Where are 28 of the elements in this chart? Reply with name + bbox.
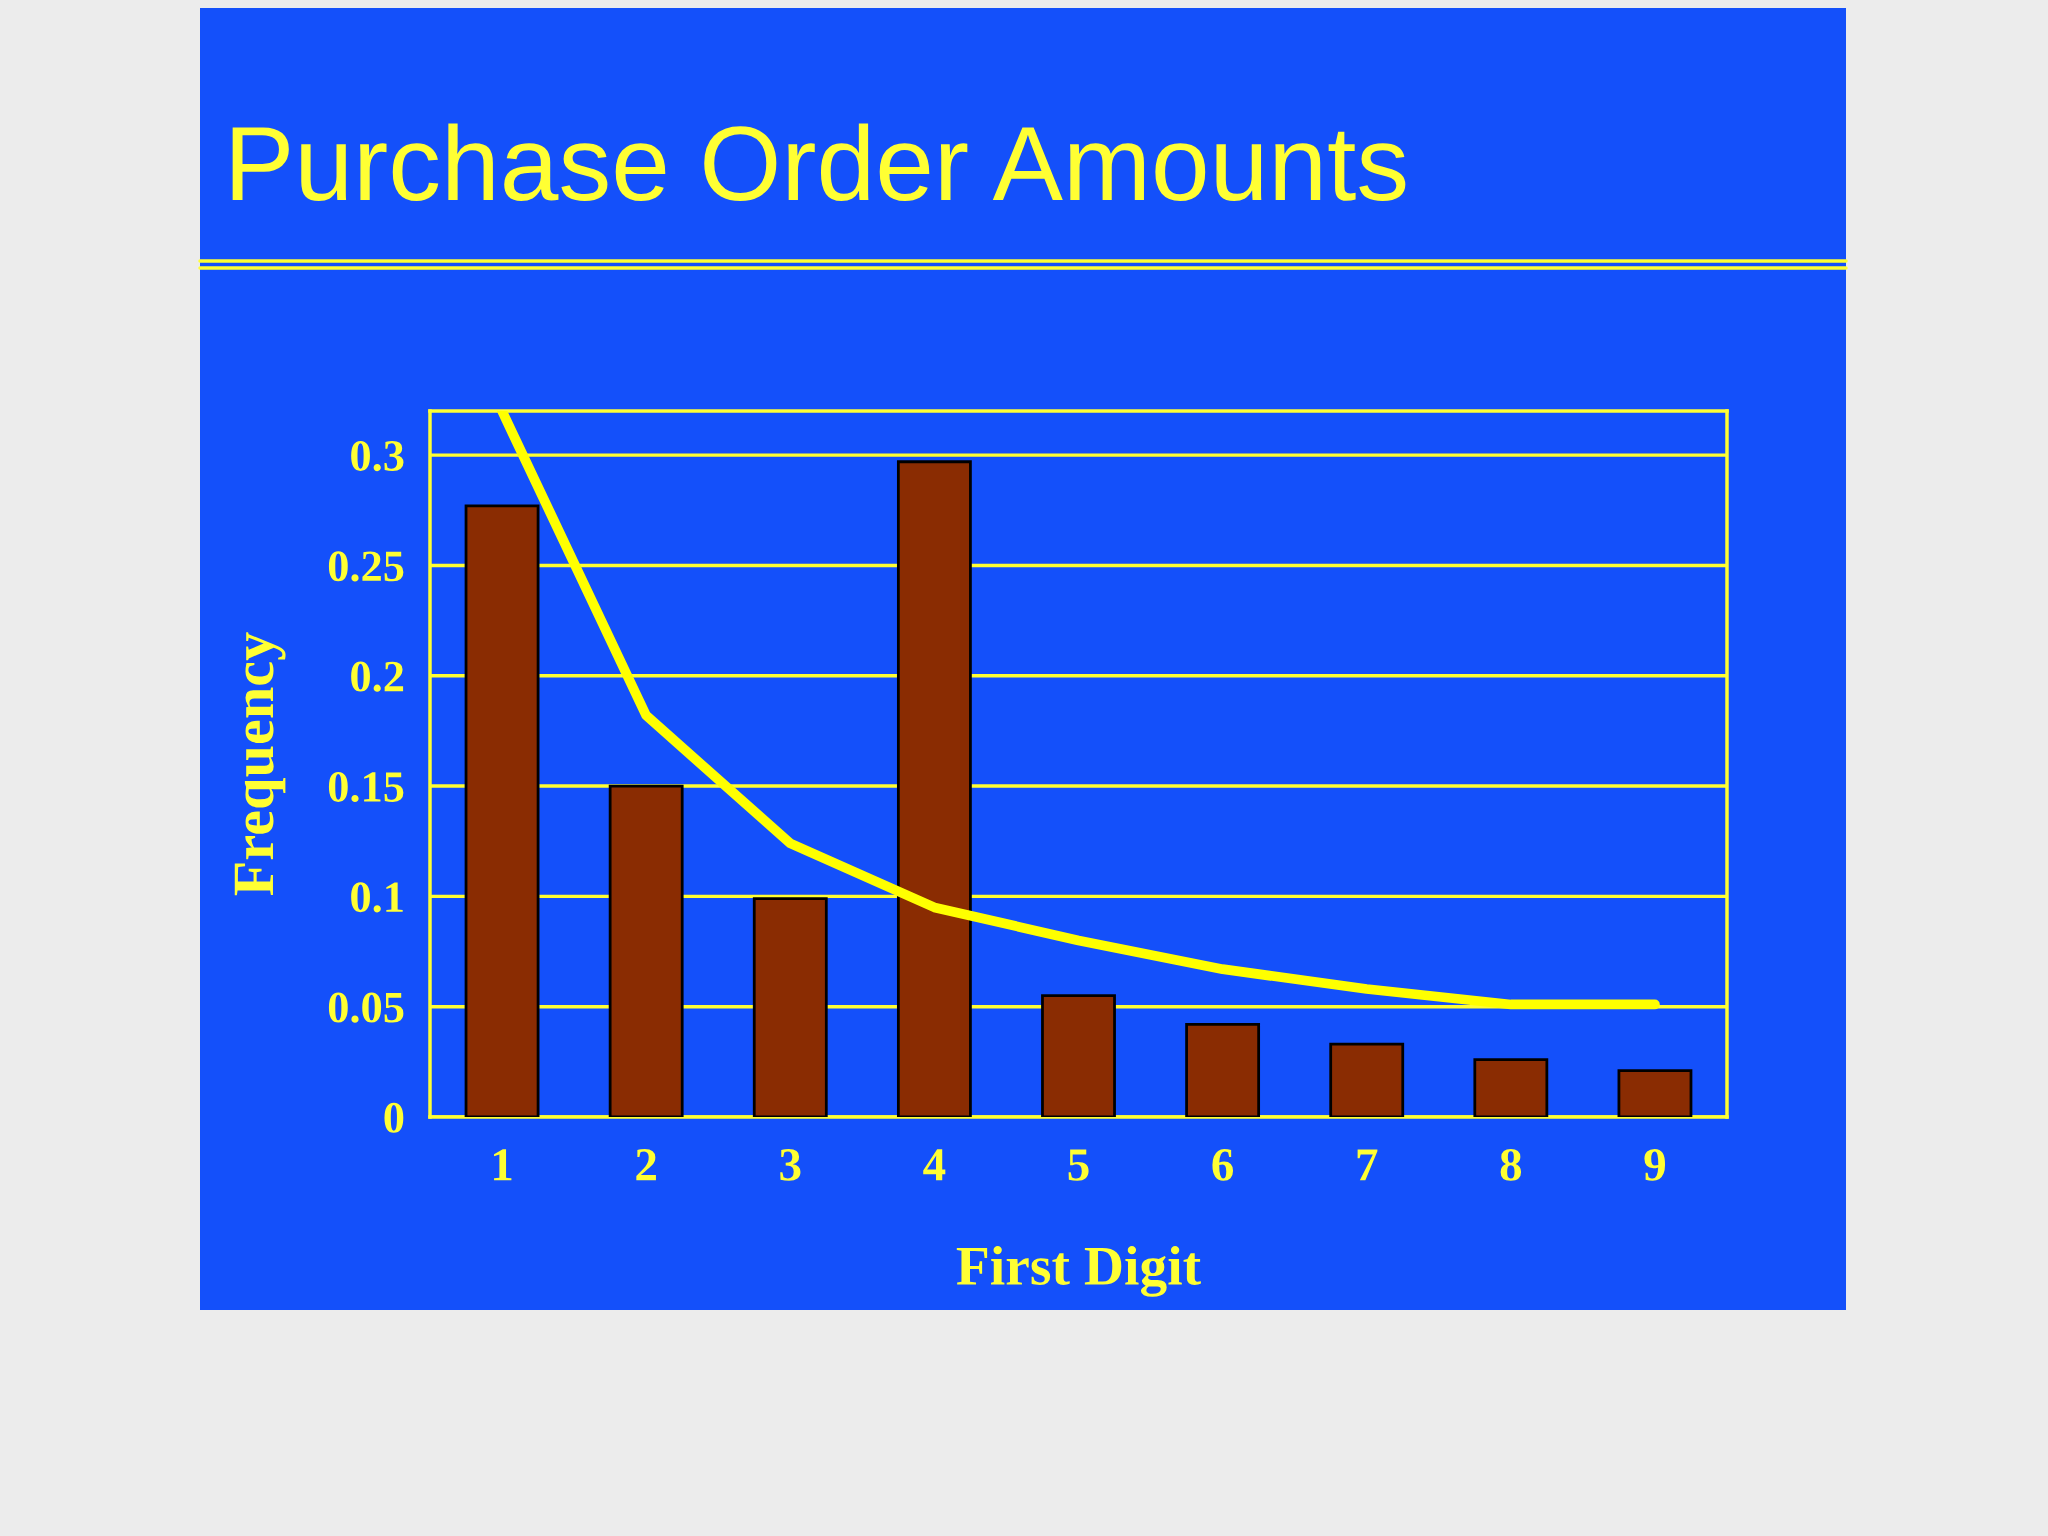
bar — [608, 784, 684, 1117]
bar — [896, 460, 972, 1117]
y-tick-label: 0.05 — [328, 992, 404, 1023]
bar — [464, 504, 540, 1117]
y-tick-label: 0 — [384, 1102, 404, 1133]
x-tick-label: 5 — [1068, 1149, 1089, 1181]
x-tick-label: 3 — [780, 1149, 801, 1181]
x-tick-label: 6 — [1212, 1149, 1234, 1181]
y-tick-label: 0.2 — [351, 661, 404, 692]
y-tick-label: 0.25 — [328, 551, 404, 582]
x-tick-label: 2 — [636, 1149, 656, 1181]
bar — [1473, 1058, 1549, 1117]
bar — [1329, 1042, 1405, 1117]
y-tick-label: 0.3 — [351, 440, 404, 472]
y-axis-title: Frequency — [234, 632, 286, 896]
x-tick-label: 7 — [1357, 1149, 1378, 1181]
x-axis-title: First Digit — [956, 1245, 1201, 1297]
chart-title: Purchase Order Amounts — [232, 123, 1406, 202]
x-tick-label: 4 — [923, 1149, 946, 1181]
bar — [1185, 1022, 1261, 1117]
bar — [752, 897, 828, 1117]
x-tick-label: 8 — [1500, 1148, 1522, 1181]
bar — [1041, 994, 1116, 1117]
y-tick-label: 0.15 — [328, 771, 404, 803]
bar — [1617, 1069, 1693, 1117]
x-tick-label: 1 — [494, 1149, 512, 1181]
y-tick-label: 0.1 — [351, 882, 403, 913]
x-tick-label: 9 — [1644, 1149, 1666, 1181]
